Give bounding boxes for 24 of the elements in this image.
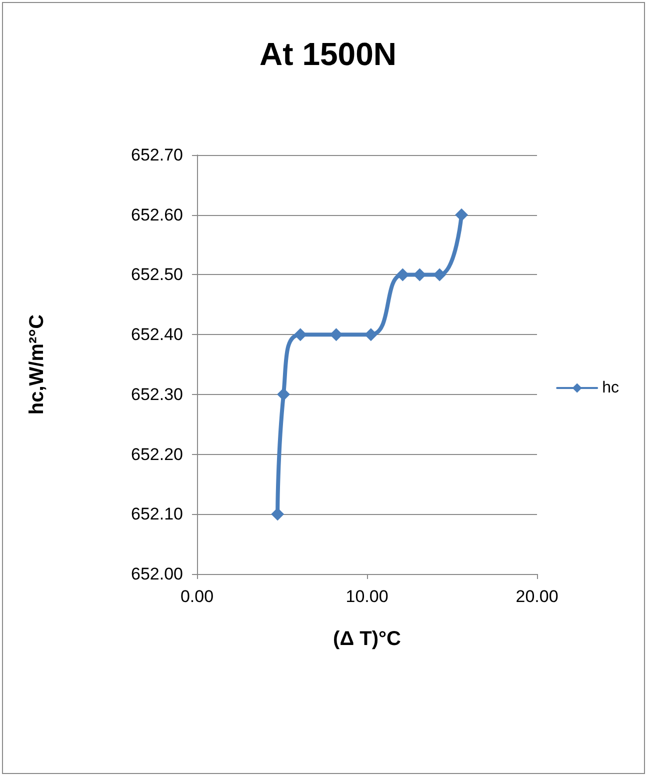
- x-axis-title: (Δ T)°C: [333, 628, 401, 650]
- chart-title: At 1500N: [260, 36, 396, 72]
- x-tick-label: 0.00: [180, 587, 214, 606]
- point: [277, 388, 290, 401]
- point: [294, 328, 307, 342]
- point: [396, 268, 410, 282]
- point: [330, 328, 343, 342]
- y-tick-label: 652.50: [131, 265, 183, 284]
- point: [433, 268, 446, 282]
- point: [455, 208, 468, 222]
- point: [271, 508, 284, 521]
- y-tick-label: 652.30: [131, 384, 183, 404]
- y-tick-label: 652.20: [131, 444, 183, 464]
- point: [413, 268, 426, 282]
- y-tick-label: 652.60: [131, 205, 183, 224]
- y-axis-title: hc,W/m²°C: [26, 314, 48, 415]
- y-tick-label: 652.70: [131, 146, 183, 164]
- y-tick-label: 652.10: [131, 504, 183, 524]
- legend-label: hc: [602, 380, 620, 396]
- x-tick-label: 20.00: [516, 587, 558, 606]
- y-tick-label: 652.40: [131, 325, 183, 344]
- y-tick-label: 652.00: [131, 564, 183, 584]
- point: [364, 328, 378, 342]
- x-tick-label: 10.00: [346, 587, 388, 606]
